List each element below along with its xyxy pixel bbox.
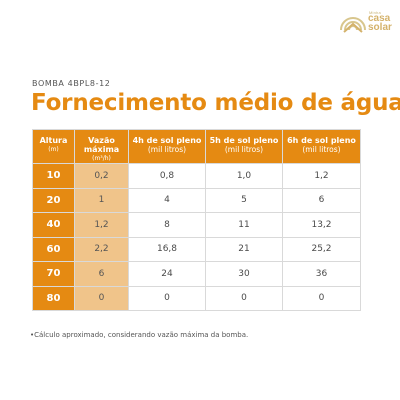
header-unit: (m) (48, 146, 59, 153)
cell-5h: 0 (205, 285, 283, 311)
cell-5h: 11 (205, 212, 283, 238)
header-6h-sun: 6h de sol pleno (mil litros) (282, 129, 361, 164)
cell-height: 40 (32, 212, 75, 238)
header-sub: (mil litros) (224, 145, 264, 154)
header-sub: (mil litros) (302, 145, 341, 154)
cell-height: 10 (32, 163, 75, 189)
cell-max-flow: 2,2 (74, 236, 129, 262)
cell-6h: 36 (282, 261, 361, 287)
header-unit: (m³/h) (92, 155, 111, 162)
cell-max-flow: 6 (74, 261, 129, 287)
page-title: Fornecimento médio de água (31, 90, 400, 116)
cell-max-flow: 1 (74, 187, 129, 213)
table-header-row: Altura (m) Vazão máxima (m³/h) 4h de sol… (32, 129, 361, 164)
product-subtitle: BOMBA 4BPL8-12 (32, 79, 111, 88)
cell-4h: 16,8 (128, 236, 206, 262)
cell-height: 20 (32, 187, 75, 213)
cell-max-flow: 0,2 (74, 163, 129, 189)
cell-height: 80 (32, 285, 75, 311)
cell-max-flow: 1,2 (74, 212, 129, 238)
header-sub: (mil litros) (147, 145, 187, 154)
brand-logo: Minha casa solar (338, 8, 394, 40)
table-row: 40 1,2 8 11 13,2 (32, 212, 361, 238)
cell-max-flow: 0 (74, 285, 129, 311)
cell-height: 70 (32, 261, 75, 287)
cell-5h: 21 (205, 236, 283, 262)
header-height: Altura (m) (32, 129, 75, 164)
logo-brand-line1: casa (368, 13, 391, 24)
table-row: 20 1 4 5 6 (32, 187, 361, 213)
header-label: Altura (39, 136, 68, 145)
header-label: 6h de sol pleno (287, 136, 356, 145)
footnote: •Cálculo aproximado, considerando vazão … (30, 331, 249, 339)
cell-6h: 0 (282, 285, 361, 311)
cell-5h: 1,0 (205, 163, 283, 189)
cell-4h: 0,8 (128, 163, 206, 189)
cell-4h: 24 (128, 261, 206, 287)
sun-icon (340, 17, 366, 33)
cell-height: 60 (32, 236, 75, 262)
cell-6h: 6 (282, 187, 361, 213)
header-label: 5h de sol pleno (209, 136, 279, 145)
table-row: 80 0 0 0 0 (32, 285, 361, 311)
cell-4h: 8 (128, 212, 206, 238)
cell-6h: 1,2 (282, 163, 361, 189)
table-row: 70 6 24 30 36 (32, 261, 361, 287)
header-max-flow: Vazão máxima (m³/h) (74, 129, 129, 164)
water-supply-table: Altura (m) Vazão máxima (m³/h) 4h de sol… (32, 129, 361, 311)
cell-6h: 25,2 (282, 236, 361, 262)
table-row: 60 2,2 16,8 21 25,2 (32, 236, 361, 262)
cell-5h: 5 (205, 187, 283, 213)
logo-small-text: Minha (369, 10, 381, 15)
header-5h-sun: 5h de sol pleno (mil litros) (205, 129, 283, 164)
header-4h-sun: 4h de sol pleno (mil litros) (128, 129, 206, 164)
cell-4h: 4 (128, 187, 206, 213)
cell-6h: 13,2 (282, 212, 361, 238)
table-row: 10 0,2 0,8 1,0 1,2 (32, 163, 361, 189)
logo-brand-line2: solar (368, 22, 392, 33)
header-label: Vazão máxima (83, 136, 120, 154)
cell-5h: 30 (205, 261, 283, 287)
header-label: 4h de sol pleno (132, 136, 202, 145)
cell-4h: 0 (128, 285, 206, 311)
